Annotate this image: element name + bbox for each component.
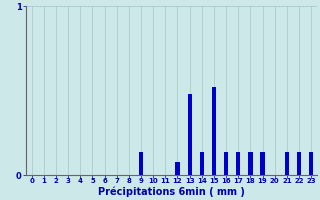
Bar [175,162,180,175]
Bar [212,87,216,175]
Bar [200,152,204,175]
Bar [309,152,313,175]
Bar [224,152,228,175]
Bar [285,152,289,175]
X-axis label: Précipitations 6min ( mm ): Précipitations 6min ( mm ) [98,187,245,197]
Bar [236,152,240,175]
Bar [139,152,143,175]
Bar [260,152,265,175]
Bar [297,152,301,175]
Bar [248,152,252,175]
Bar [188,94,192,175]
